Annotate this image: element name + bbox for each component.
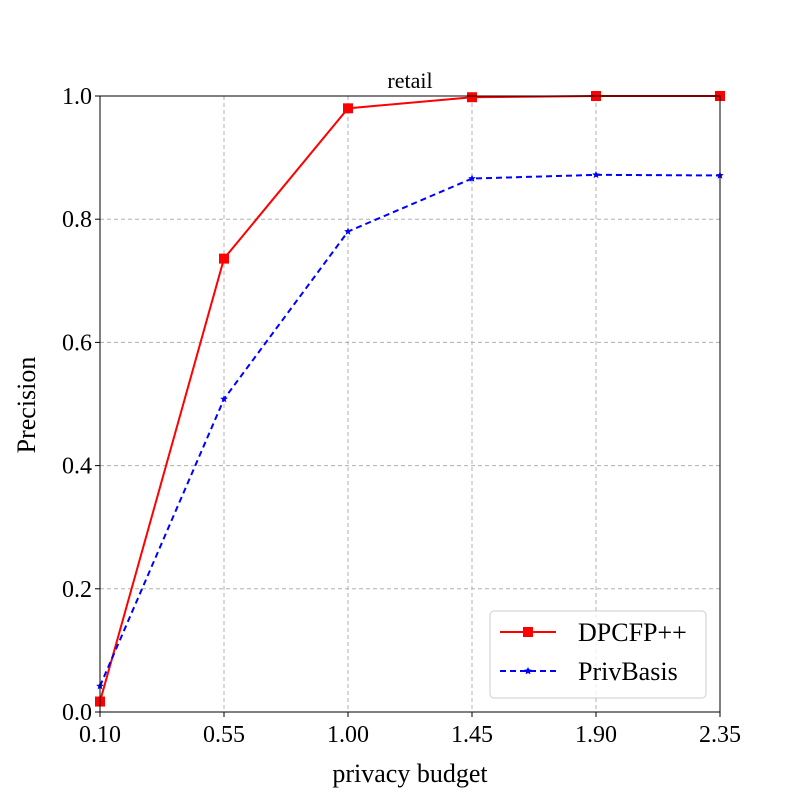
y-tick-label: 1.0 [62, 84, 92, 110]
x-axis-label: privacy budget [332, 759, 488, 788]
x-tick-label: 1.90 [575, 722, 617, 748]
tick-layer: 0.10 0.55 1.00 1.45 1.90 2.35 0.0 0.2 0.4 0.6 0.8 1… [62, 84, 741, 748]
data-point-privbasis [220, 395, 228, 403]
y-tick-label: 0.6 [62, 330, 92, 356]
x-tick-label: 1.45 [451, 722, 493, 748]
legend-marker-privbasis [524, 667, 532, 675]
y-tick-label: 0.2 [62, 577, 92, 603]
legend: DPCFP++ PrivBasis [489, 610, 707, 699]
data-point-privbasis [344, 227, 352, 235]
data-point-dpcfp [467, 92, 477, 103]
x-tick-label: 0.10 [79, 722, 121, 748]
legend-marker-dpcfp [523, 627, 533, 637]
data-point-privbasis [468, 174, 476, 182]
legend-label-dpcfp: DPCFP++ [578, 618, 687, 647]
data-point-privbasis [592, 170, 600, 179]
y-tick-label: 0.0 [62, 700, 92, 726]
series-line-privbasis [99, 173, 721, 687]
data-point-dpcfp [343, 103, 353, 114]
y-axis-label: Precision [12, 357, 41, 454]
data-point-dpcfp [219, 253, 229, 264]
y-tick-label: 0.8 [62, 207, 92, 233]
chart-title: retail [387, 68, 432, 93]
legend-label-privbasis: PrivBasis [578, 657, 678, 686]
y-tick-label: 0.4 [62, 454, 92, 480]
plot-frame [99, 95, 721, 713]
x-tick-label: 0.55 [203, 722, 245, 748]
x-tick-label: 1.00 [327, 722, 369, 748]
x-tick-label: 2.35 [699, 722, 741, 748]
